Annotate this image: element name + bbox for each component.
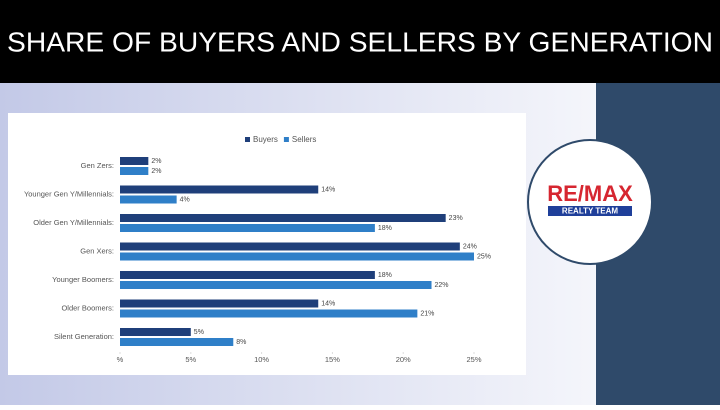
bar — [120, 195, 177, 204]
bar — [120, 242, 460, 251]
y-tick-label: Silent Generation: — [54, 332, 114, 341]
x-tick-label: 15% — [325, 355, 340, 364]
value-label: 22% — [435, 282, 449, 289]
legend-label: Sellers — [292, 135, 316, 144]
x-tick-label: 20% — [396, 355, 411, 364]
x-tick-label: 10% — [254, 355, 269, 364]
logo-band — [548, 206, 632, 216]
value-label: 14% — [321, 186, 335, 193]
bar — [120, 214, 446, 222]
value-label: 4% — [180, 196, 190, 203]
logo-brand: RE/MAX — [547, 181, 633, 206]
value-label: 8% — [236, 339, 246, 346]
y-tick-label: Younger Gen Y/Millennials: — [24, 189, 114, 198]
bar — [120, 328, 191, 336]
value-label: 2% — [151, 158, 161, 165]
value-label: 23% — [449, 215, 463, 222]
value-label: 18% — [378, 225, 392, 232]
value-label: 5% — [194, 329, 204, 336]
slide-title: SHARE OF BUYERS AND SELLERS BY GENERATIO… — [7, 26, 713, 57]
bar — [120, 157, 149, 165]
x-tick-label: 5% — [185, 355, 196, 364]
y-tick-label: Older Boomers: — [61, 303, 114, 312]
bar — [120, 299, 319, 308]
x-tick-label: 25% — [466, 355, 481, 364]
bar — [120, 224, 375, 232]
bar — [120, 281, 432, 289]
bar — [120, 271, 375, 279]
legend-label: Buyers — [253, 135, 278, 144]
y-tick-label: Gen Zers: — [81, 161, 114, 170]
bar — [120, 185, 319, 194]
value-label: 18% — [378, 272, 392, 279]
bar — [120, 252, 474, 261]
x-tick-label: % — [117, 355, 124, 364]
bar — [120, 338, 234, 346]
header-bar — [0, 0, 720, 83]
logo-tagline: REALTY TEAM — [562, 207, 618, 216]
value-label: 2% — [151, 168, 161, 175]
value-label: 25% — [477, 253, 491, 260]
legend-swatch — [283, 137, 289, 142]
legend-swatch — [245, 137, 250, 142]
bar — [120, 167, 149, 175]
value-label: 24% — [463, 243, 477, 250]
value-label: 14% — [321, 300, 335, 307]
y-tick-label: Younger Boomers: — [52, 275, 114, 284]
chart: % 5% 10% 15% 20% 25% Buyers Sellers Gen Zers: 2% 2… — [24, 135, 491, 364]
value-label: 21% — [420, 310, 434, 317]
y-tick-label: Gen Xers: — [80, 246, 114, 255]
bar — [120, 309, 418, 318]
y-tick-label: Older Gen Y/Millennials: — [33, 218, 114, 227]
logo-circle — [527, 139, 653, 265]
